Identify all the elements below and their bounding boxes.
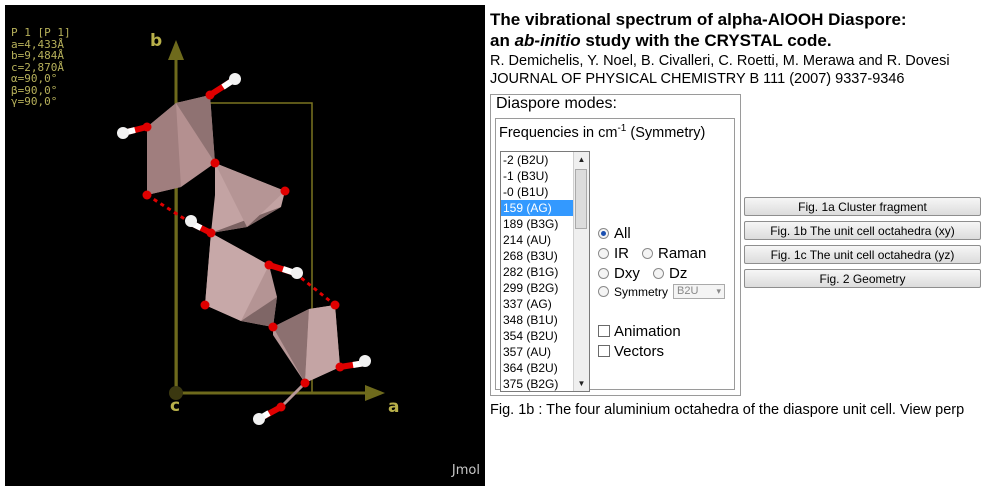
cell-parameters: P 1 [P 1] a=4,433Å b=9,484Å c=2,870Å α=90,0°… [11, 27, 71, 108]
axis-a-label: a [388, 397, 400, 417]
journal-line: JOURNAL OF PHYSICAL CHEMISTRY B 111 (200… [490, 71, 905, 87]
list-item[interactable]: 189 (B3G) [503, 217, 559, 231]
octahedron-3 [205, 233, 277, 327]
page-title: The vibrational spectrum of alpha-AlOOH … [490, 9, 907, 51]
freq-title-post: (Symmetry) [626, 124, 706, 141]
radio-dxy-icon[interactable] [598, 267, 609, 279]
scroll-up-icon[interactable]: ▲ [577, 155, 586, 164]
freq-title-text: Frequencies in cm [499, 124, 618, 141]
title-pre: an [490, 31, 515, 50]
fig2-button[interactable]: Fig. 2 Geometry [744, 269, 981, 288]
axis-b-label: b [150, 31, 163, 51]
fig1c-button[interactable]: Fig. 1c The unit cell octahedra (yz) [744, 245, 981, 264]
jmol-watermark: Jmol [451, 463, 480, 478]
frequencies-group: Frequencies in cm-1 (Symmetry) -2 (B2U) -… [495, 118, 735, 392]
list-item[interactable]: 354 (B2U) [503, 329, 558, 343]
radio-all[interactable]: All [598, 225, 631, 242]
cell-info-b: b=9,484Å [11, 49, 64, 62]
list-item[interactable]: 214 (AU) [503, 233, 552, 247]
panel-title: Diaspore modes: [496, 95, 617, 112]
hydroxyl-group-6 [253, 404, 283, 425]
radio-all-label: All [614, 225, 631, 242]
cell-info-a: a=4,433Å [11, 37, 64, 51]
list-item[interactable]: 375 (B2G) [503, 377, 559, 391]
radio-dz[interactable]: Dz [653, 265, 687, 282]
radio-dxy[interactable]: Dxy [598, 265, 640, 282]
list-item[interactable]: 282 (B1G) [503, 265, 559, 279]
cell-info-gamma: γ=90,0° [11, 95, 58, 108]
checkbox-animation-box[interactable] [598, 325, 610, 338]
checkbox-animation-label: Animation [614, 323, 681, 340]
octahedron-1 [147, 95, 215, 195]
listbox-scrollbar[interactable]: ▲ ▼ [573, 152, 589, 391]
checkbox-vectors-label: Vectors [614, 343, 665, 360]
citation: R. Demichelis, Y. Noel, B. Civalleri, C.… [490, 52, 950, 88]
scroll-thumb[interactable] [575, 169, 587, 229]
hydroxyl-group-2 [117, 124, 148, 139]
fig1a-button[interactable]: Fig. 1a Cluster fragment [744, 197, 981, 216]
list-item[interactable]: 357 (AU) [503, 345, 552, 359]
oxygen-atoms [142, 90, 345, 412]
title-emphasis: ab-initio [514, 31, 581, 50]
axis-c-label: c [170, 396, 181, 416]
radio-symmetry-label: Symmetry [614, 285, 668, 299]
hydrogen-bond-1 [146, 193, 192, 225]
hydroxyl-group-3 [185, 215, 213, 236]
hydrogen-bond-2 [294, 271, 336, 307]
radio-dz-icon[interactable] [653, 267, 664, 279]
checkbox-vectors[interactable]: Vectors [598, 343, 664, 360]
radio-dxy-label: Dxy [614, 265, 640, 282]
modes-listbox[interactable]: -2 (B2U) -1 (B3U) -0 (B1U) 159 (AG) 189 (B3G… [500, 151, 590, 392]
hydroxyl-group-1 [208, 73, 241, 98]
modes-panel: Diaspore modes: Frequencies in cm-1 (Sym… [490, 94, 741, 396]
radio-raman[interactable]: Raman [642, 245, 706, 262]
hydroxyl-group-5 [339, 355, 371, 370]
title-line-2: an ab-initio study with the CRYSTAL code… [490, 30, 907, 51]
radio-all-icon[interactable] [598, 227, 609, 239]
fig1b-button[interactable]: Fig. 1b The unit cell octahedra (xy) [744, 221, 981, 240]
structure-render [117, 40, 385, 425]
list-item[interactable]: 299 (B2G) [503, 281, 559, 295]
cell-info-alpha: α=90,0° [11, 72, 58, 85]
axis-b-arrow [168, 40, 184, 60]
radio-raman-label: Raman [658, 245, 707, 262]
radio-dz-label: Dz [669, 265, 688, 282]
list-item[interactable]: 337 (AG) [503, 297, 552, 311]
authors-line: R. Demichelis, Y. Noel, B. Civalleri, C.… [490, 53, 950, 69]
list-item[interactable]: -0 (B1U) [503, 185, 549, 199]
list-item[interactable]: 364 (B2U) [503, 361, 558, 375]
frequencies-title: Frequencies in cm-1 (Symmetry) [499, 123, 705, 141]
list-item[interactable]: -2 (B2U) [503, 153, 549, 167]
figure-caption: Fig. 1b : The four aluminium octahedra o… [490, 402, 965, 418]
hydroxyl-group-4 [268, 262, 303, 279]
octahedron-4 [273, 305, 340, 383]
checkbox-vectors-box[interactable] [598, 345, 610, 358]
radio-raman-icon[interactable] [642, 247, 653, 259]
list-item[interactable]: 348 (B1U) [503, 313, 558, 327]
list-item[interactable]: 159 (AG) [501, 200, 576, 216]
radio-symmetry[interactable]: Symmetry B2U [598, 284, 725, 300]
title-line-1: The vibrational spectrum of alpha-AlOOH … [490, 10, 907, 29]
symmetry-select[interactable]: B2U [673, 284, 725, 300]
cell-info-space-group: P 1 [P 1] [11, 26, 71, 39]
radio-ir-icon[interactable] [598, 247, 609, 259]
cell-info-c: c=2,870Å [11, 60, 64, 74]
axis-c-origin [169, 386, 183, 400]
bond-lower [279, 381, 307, 409]
freq-title-sup: -1 [617, 123, 627, 134]
list-item[interactable]: 268 (B3U) [503, 249, 558, 263]
cell-info-beta: β=90,0° [11, 83, 58, 97]
radio-ir-label: IR [614, 245, 629, 262]
radio-symmetry-icon[interactable] [598, 286, 609, 298]
octahedron-2 [211, 163, 285, 233]
checkbox-animation[interactable]: Animation [598, 323, 681, 340]
axis-a-arrow [365, 385, 385, 401]
scroll-down-icon[interactable]: ▼ [577, 379, 586, 388]
jmol-viewer[interactable]: P 1 [P 1] a=4,433Å b=9,484Å c=2,870Å α=90,0°… [5, 5, 485, 486]
list-item[interactable]: -1 (B3U) [503, 169, 549, 183]
radio-ir[interactable]: IR [598, 245, 629, 262]
title-post: study with the CRYSTAL code. [580, 31, 832, 50]
